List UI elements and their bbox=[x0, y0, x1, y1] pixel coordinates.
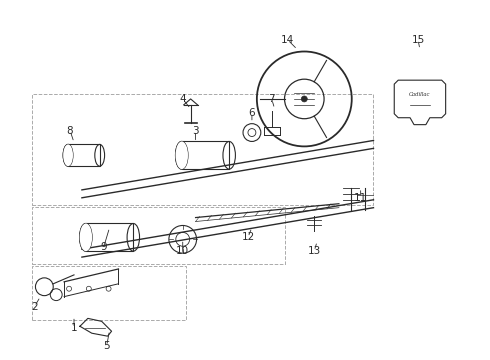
Text: 15: 15 bbox=[411, 35, 425, 45]
Circle shape bbox=[301, 96, 307, 102]
Text: 11: 11 bbox=[354, 193, 368, 203]
Text: 9: 9 bbox=[100, 242, 107, 252]
Text: 12: 12 bbox=[242, 232, 255, 242]
Text: 5: 5 bbox=[103, 341, 110, 351]
Text: 8: 8 bbox=[67, 126, 74, 136]
Text: Cadillac: Cadillac bbox=[409, 93, 431, 98]
Text: 6: 6 bbox=[248, 108, 255, 118]
Text: 3: 3 bbox=[192, 126, 199, 136]
Text: 10: 10 bbox=[176, 246, 189, 256]
Text: 13: 13 bbox=[308, 246, 321, 256]
Ellipse shape bbox=[63, 144, 73, 166]
Text: 7: 7 bbox=[269, 94, 275, 104]
Ellipse shape bbox=[175, 141, 188, 169]
Text: 2: 2 bbox=[31, 302, 38, 311]
Text: 4: 4 bbox=[179, 94, 186, 104]
Ellipse shape bbox=[80, 224, 92, 251]
Text: 1: 1 bbox=[71, 323, 77, 333]
Text: 14: 14 bbox=[281, 35, 294, 45]
